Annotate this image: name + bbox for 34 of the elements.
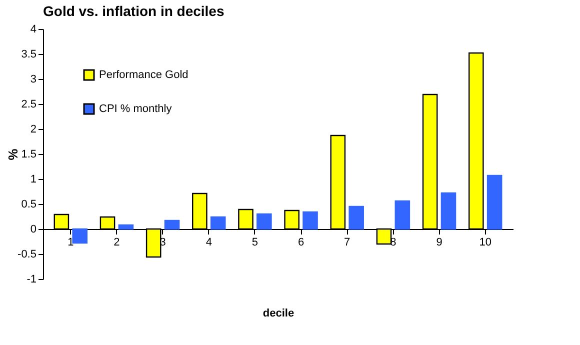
x-tick-label: 7 (344, 236, 350, 248)
y-tick-label: 0.5 (21, 198, 36, 210)
x-tick-label: 10 (479, 236, 492, 248)
y-axis-title: % (6, 148, 21, 161)
x-tick-label: 1 (68, 236, 74, 248)
bar (394, 200, 410, 230)
chart-title: Gold vs. inflation in deciles (43, 3, 224, 19)
bar (256, 213, 272, 230)
x-axis-title: decile (262, 308, 294, 320)
bar (72, 228, 88, 244)
x-tick-label: 4 (206, 236, 212, 248)
bar (302, 211, 318, 230)
y-tick-label: 3 (30, 74, 36, 86)
x-tick-label: 6 (298, 236, 304, 248)
x-tick-label: 9 (436, 236, 442, 248)
x-tick-label: 2 (114, 236, 120, 248)
legend-label: Performance Gold (99, 69, 188, 81)
y-tick-label: 2.5 (21, 98, 36, 110)
y-tick-label: 1.5 (21, 148, 36, 160)
bar (486, 174, 502, 230)
x-tick-label: 5 (252, 236, 258, 248)
y-tick-label: -0.5 (18, 248, 36, 260)
bar (210, 216, 226, 230)
y-tick-label: 2 (30, 124, 36, 136)
y-tick-label: -1 (26, 274, 36, 286)
bar (164, 220, 180, 230)
y-tick-label: 3.5 (21, 48, 36, 60)
bar (118, 224, 134, 230)
y-tick-label: 0 (30, 224, 36, 236)
legend-label: CPI % monthly (99, 103, 172, 115)
y-tick-label: 1 (30, 174, 36, 186)
bar (348, 206, 364, 230)
y-tick-label: 4 (30, 24, 36, 36)
bar (440, 192, 456, 230)
